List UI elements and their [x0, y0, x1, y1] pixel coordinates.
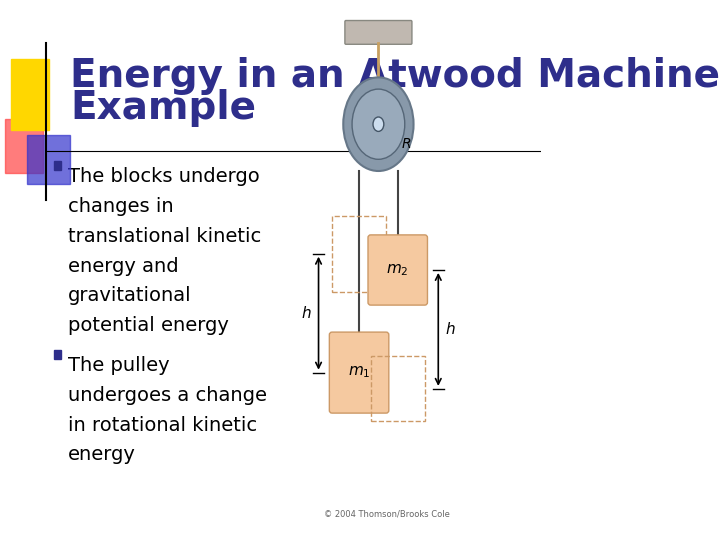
Ellipse shape [352, 89, 405, 159]
FancyBboxPatch shape [329, 332, 389, 413]
Bar [27, 135, 71, 184]
FancyBboxPatch shape [345, 21, 412, 44]
Text: in rotational kinetic: in rotational kinetic [68, 416, 257, 435]
Text: energy and: energy and [68, 256, 178, 275]
Text: Energy in an Atwood Machine,: Energy in an Atwood Machine, [71, 57, 720, 94]
Text: potential energy: potential energy [68, 316, 228, 335]
Bar [6, 119, 43, 173]
Ellipse shape [373, 117, 384, 131]
Bar [11, 59, 49, 130]
Bar [371, 356, 425, 421]
Text: Example: Example [71, 89, 256, 127]
Text: The blocks undergo: The blocks undergo [68, 167, 259, 186]
Text: $m_1$: $m_1$ [348, 364, 370, 381]
Text: $m_2$: $m_2$ [387, 262, 409, 278]
Bar [54, 350, 60, 359]
Text: R: R [401, 138, 411, 152]
FancyBboxPatch shape [368, 235, 428, 305]
Text: gravitational: gravitational [68, 286, 192, 305]
Text: energy: energy [68, 446, 135, 464]
Bar [332, 216, 386, 292]
Text: translational kinetic: translational kinetic [68, 227, 261, 246]
Bar [54, 161, 60, 170]
Text: © 2004 Thomson/Brooks Cole: © 2004 Thomson/Brooks Cole [324, 509, 450, 518]
Text: undergoes a change: undergoes a change [68, 386, 266, 405]
Text: h: h [446, 322, 455, 337]
Text: The pulley: The pulley [68, 356, 169, 375]
Text: h: h [302, 306, 312, 321]
Ellipse shape [343, 77, 413, 171]
Text: changes in: changes in [68, 197, 174, 216]
